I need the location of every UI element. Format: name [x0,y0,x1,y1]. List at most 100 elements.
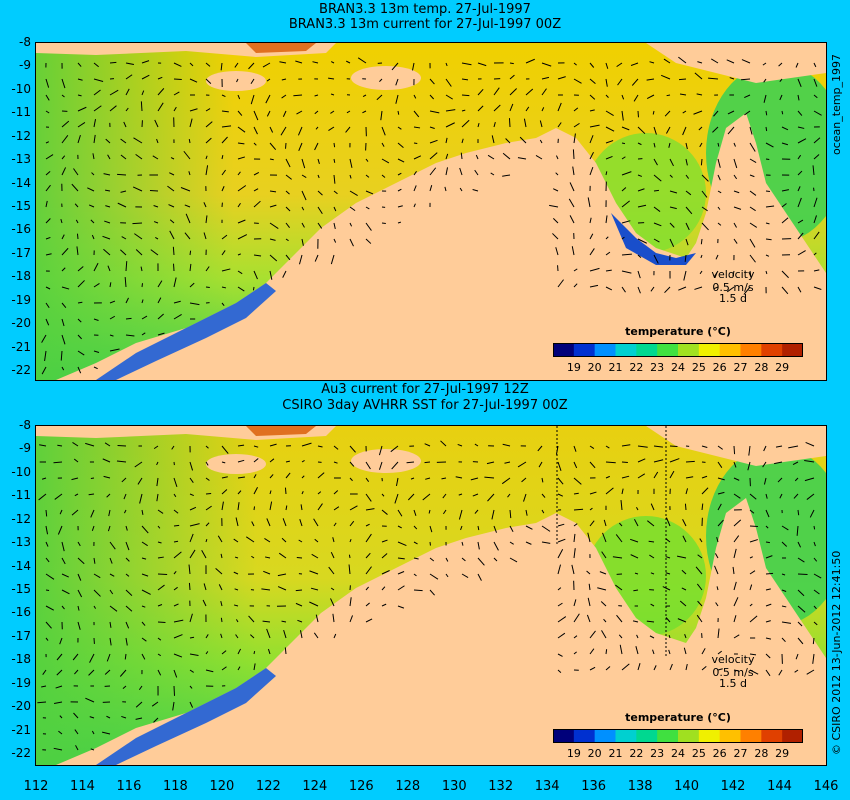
x-tick: 136 [581,779,607,794]
bottom-panel-title-2: CSIRO 3day AVHRR SST for 27-Jul-1997 00Z [282,398,568,413]
velocity-arrow [185,213,191,224]
velocity-arrow [717,445,723,450]
velocity-arrow [781,605,787,608]
velocity-arrow [523,493,527,502]
velocity-arrow [555,172,559,176]
velocity-arrow [37,701,47,704]
velocity-arrow [269,142,277,151]
velocity-arrow [653,222,662,227]
x-tick: 114 [70,779,95,794]
velocity-arrow [729,77,735,80]
velocity-arrow [504,461,511,464]
colorbar-tick: 21 [608,361,623,374]
top-y-tick: -20 [11,316,31,331]
velocity-arrow [699,538,703,543]
velocity-arrow [693,110,703,115]
velocity-arrow [285,505,288,511]
velocity-arrow [141,573,149,577]
velocity-arrow [413,110,420,118]
velocity-arrow [333,190,338,195]
x-tick: 138 [627,779,653,794]
velocity-arrow [445,109,456,112]
colorbar-swatch [657,729,679,743]
velocity-arrow [349,538,352,543]
velocity-arrow [61,155,66,160]
velocity-arrow [460,525,463,531]
velocity-arrow [184,232,191,240]
velocity-arrow [557,653,563,657]
velocity-arrow [173,571,177,575]
velocity-arrow [445,122,455,128]
velocity-arrow [733,206,742,210]
velocity-arrow [493,525,497,533]
velocity-arrow [109,105,117,112]
bottom-y-tick: -14 [11,558,31,573]
velocity-arrow [301,459,305,463]
velocity-arrow [589,166,594,176]
velocity-arrow [234,588,239,591]
velocity-arrow [221,666,227,671]
velocity-arrow [125,637,128,646]
velocity-arrow [621,488,624,495]
bottom-y-tick: -18 [11,652,31,667]
velocity-arrow [573,133,576,144]
colorbar-swatch [719,343,741,357]
velocity-arrow [253,445,259,448]
velocity-arrow [301,174,307,179]
velocity-arrow [109,557,113,564]
top-y-tick: -12 [11,128,31,143]
velocity-arrow [54,493,63,500]
velocity-arrow [475,154,479,160]
velocity-arrow [330,598,335,607]
velocity-arrow [602,532,607,543]
velocity-arrow [141,605,146,608]
velocity-arrow [669,470,675,479]
velocity-arrow [749,509,755,514]
velocity-arrow [156,493,159,502]
velocity-arrow [621,253,632,256]
velocity-arrow [474,443,479,447]
velocity-arrow [765,588,771,591]
velocity-arrow [665,517,671,527]
velocity-arrow [173,300,181,304]
velocity-arrow [253,474,257,479]
velocity-arrow [235,619,239,623]
velocity-arrow [589,267,600,272]
velocity-arrow [77,134,81,144]
velocity-arrow [73,168,79,176]
velocity-arrow [502,174,511,177]
velocity-arrow [589,124,600,128]
velocity-arrow [173,314,182,320]
velocity-arrow [157,297,162,304]
velocity-arrow [589,94,596,100]
velocity-arrow [189,263,192,272]
velocity-arrow [668,634,671,639]
velocity-arrow [317,190,323,196]
velocity-arrow [804,459,815,463]
top-map-svg [36,43,826,380]
velocity-arrow [205,634,209,639]
velocity-arrow [57,525,63,535]
velocity-arrow [444,186,447,192]
velocity-arrow [75,219,79,224]
colorbar-tick: 23 [650,361,665,374]
velocity-arrow [662,586,671,591]
velocity-arrow [109,621,112,628]
velocity-arrow [237,94,241,100]
velocity-arrow [295,602,303,607]
colorbar-swatch [740,729,762,743]
velocity-arrow [678,56,687,64]
velocity-arrow [188,582,191,591]
velocity-arrow [77,589,83,598]
velocity-arrow [153,205,159,208]
colorbar-swatch [594,343,616,357]
velocity-arrow [525,525,533,530]
velocity-arrow [765,637,772,640]
velocity-arrow [813,573,822,579]
velocity-arrow [221,155,224,160]
velocity-arrow [362,94,367,98]
velocity-arrow [317,472,325,479]
velocity-arrow [297,126,303,136]
colorbar-swatch [553,729,575,743]
velocity-arrow [397,188,402,192]
